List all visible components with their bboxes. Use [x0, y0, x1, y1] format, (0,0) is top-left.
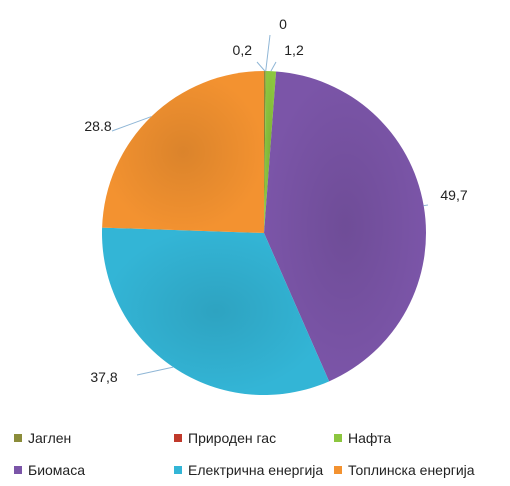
data-label-oil: 1,2: [284, 42, 304, 58]
leader-line-oil: [270, 61, 277, 72]
data-label-natural-gas: 0: [279, 16, 287, 32]
legend-label-heat: Топлинска енергија: [348, 462, 475, 478]
data-label-coal: 0,2: [233, 42, 253, 58]
pie-slice-shade-heat: [102, 71, 265, 233]
legend-label-coal: Јаглен: [28, 430, 72, 446]
leader-line-electricity: [136, 366, 174, 376]
pie-slice-shade-coal: [264, 71, 266, 233]
data-label-electricity: 37,8: [90, 369, 117, 385]
legend-item-natural-gas: Природен гас: [174, 430, 334, 446]
leader-line-coal: [256, 61, 266, 72]
legend-row: Биомаса Електрична енергија Топлинска ен…: [14, 454, 506, 486]
legend-label-biomass: Биомаса: [28, 462, 85, 478]
legend-swatch-natural-gas: [174, 434, 182, 442]
pie-slice-shade-electricity: [101, 227, 330, 396]
legend-label-natural-gas: Природен гас: [188, 430, 277, 446]
legend-item-biomass: Биомаса: [14, 462, 174, 478]
leader-line-natural-gas: [265, 34, 271, 72]
legend: Јаглен Природен гас Нафта Биомаса Електр…: [14, 422, 506, 486]
legend-swatch-oil: [334, 434, 342, 442]
legend-row: Јаглен Природен гас Нафта: [14, 422, 506, 454]
legend-swatch-electricity: [174, 466, 182, 474]
legend-label-electricity: Електрична енергија: [188, 462, 324, 478]
leader-line-heat: [111, 116, 152, 132]
pie-slice-shade-oil: [264, 71, 277, 233]
pie-slice-shade-biomass: [264, 71, 427, 382]
legend-item-oil: Нафта: [334, 430, 391, 446]
leader-lines: [111, 34, 429, 376]
leader-line-biomass: [423, 204, 429, 207]
legend-item-coal: Јаглен: [14, 430, 174, 446]
legend-item-electricity: Електрична енергија: [174, 462, 334, 478]
data-labels: 0,2 0 1,2 49,7 37,8 28.8: [84, 16, 467, 385]
legend-label-oil: Нафта: [348, 430, 392, 446]
data-label-biomass: 49,7: [440, 187, 467, 203]
legend-item-heat: Топлинска енергија: [334, 462, 475, 478]
data-label-heat: 28.8: [84, 118, 111, 134]
legend-swatch-biomass: [14, 466, 22, 474]
legend-swatch-heat: [334, 466, 342, 474]
legend-swatch-coal: [14, 434, 22, 442]
pie-slices: [101, 71, 427, 396]
